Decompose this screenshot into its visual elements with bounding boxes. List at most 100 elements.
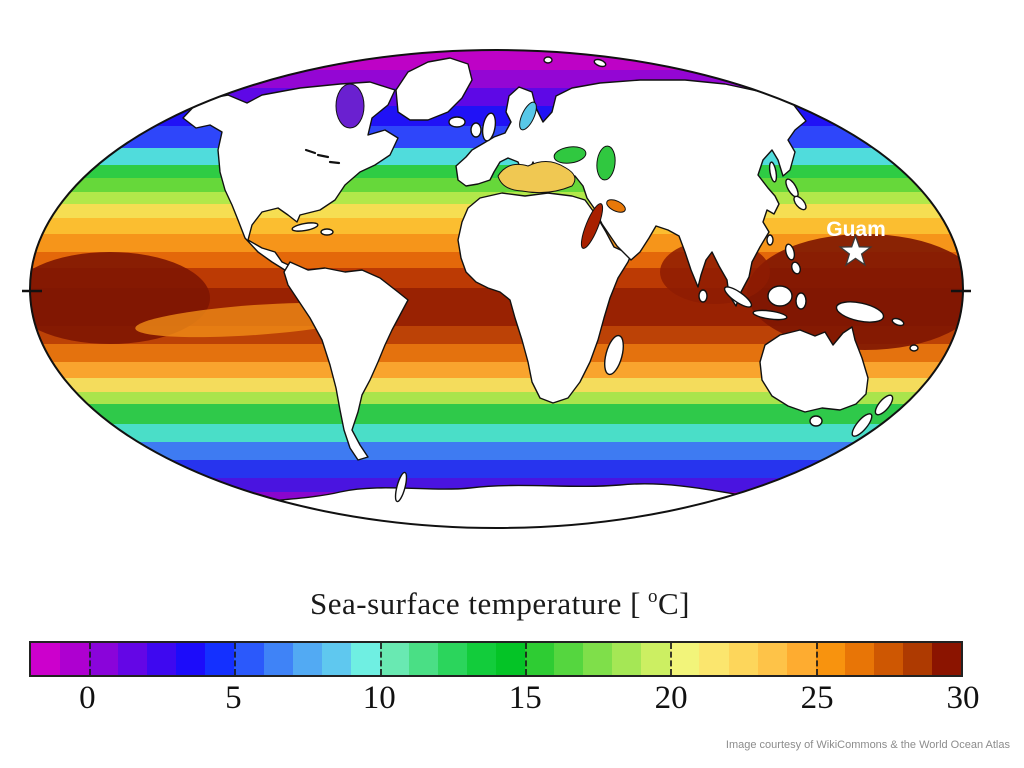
black-sea	[553, 146, 587, 164]
colorbar-segment	[60, 643, 90, 675]
colorbar-segment	[757, 643, 787, 675]
colorbar-segment	[408, 643, 438, 675]
colorbar-segment	[699, 643, 729, 675]
great-britain	[481, 112, 497, 142]
australia	[759, 326, 869, 413]
greenland	[395, 57, 473, 121]
colorbar-tick-label: 25	[800, 680, 834, 716]
colorbar-segment	[612, 643, 642, 675]
colorbar-segment	[118, 643, 148, 675]
caspian-sea	[596, 145, 616, 181]
colorbar-segment	[786, 643, 816, 675]
colorbar-segment	[525, 643, 555, 675]
colorbar-tick-line	[525, 643, 528, 675]
colorbar-tick-label: 15	[508, 680, 542, 716]
map-title: Sea-surface temperature [ oC]	[0, 586, 1000, 622]
tasmania	[809, 415, 823, 427]
globe-outline	[29, 49, 964, 529]
colorbar-segment	[641, 643, 671, 675]
colorbar-segment	[931, 643, 961, 675]
new-zealand-south	[851, 413, 873, 437]
colorbar-segment	[321, 643, 351, 675]
guam-star-icon	[838, 234, 873, 267]
antarctic-peninsula	[394, 471, 408, 503]
warm-pool-west-pacific	[747, 234, 963, 350]
red-sea	[580, 203, 604, 249]
cuba	[291, 222, 319, 232]
great-lakes	[304, 148, 341, 165]
fiji	[909, 344, 919, 352]
colorbar-segment	[554, 643, 584, 675]
colorbar-tick-label: 20	[654, 680, 688, 716]
south-america	[283, 261, 409, 461]
colorbar-tick-label: 10	[362, 680, 396, 716]
svalbard	[543, 56, 553, 64]
colorbar-segment	[205, 643, 235, 675]
colorbar-segment	[815, 643, 845, 675]
madagascar	[603, 334, 625, 376]
colorbar-segment	[496, 643, 526, 675]
colorbar-segment	[379, 643, 409, 675]
arctic-island	[593, 58, 607, 68]
colorbar-tick-label: 5	[225, 680, 242, 716]
colorbar-segment	[234, 643, 264, 675]
colorbar-segment	[670, 643, 700, 675]
sakhalin	[768, 161, 778, 183]
new-zealand-north	[874, 394, 894, 416]
inland-seas	[335, 83, 626, 249]
sumatra	[723, 286, 753, 308]
colorbar-segment	[31, 643, 61, 675]
baltic-sea	[519, 101, 537, 131]
colorbar-segment	[263, 643, 293, 675]
colorbar-tick-line	[670, 643, 673, 675]
philippines-north	[784, 243, 796, 261]
guam-label: Guam	[826, 218, 886, 241]
borneo	[767, 285, 793, 307]
credit-text: Image courtesy of WikiCommons & the Worl…	[725, 739, 1010, 751]
sulawesi	[795, 292, 807, 310]
colorbar-segment	[844, 643, 874, 675]
ireland	[470, 122, 482, 138]
antarctica	[149, 483, 861, 528]
java	[752, 309, 788, 321]
colorbar-segment	[176, 643, 206, 675]
colorbar-tick-labels: 0 5 10 15 20 25 30	[29, 680, 979, 720]
mediterranean-sea	[497, 161, 576, 194]
sst-world-map: Guam	[22, 49, 971, 529]
degree-symbol: o	[647, 586, 658, 607]
colorbar-segment	[466, 643, 496, 675]
sri-lanka	[698, 289, 708, 303]
continents	[149, 56, 919, 528]
philippines-south	[791, 261, 801, 275]
north-america	[182, 81, 399, 279]
colorbar-tick-line	[234, 643, 237, 675]
colorbar-segment	[873, 643, 903, 675]
hispaniola	[320, 228, 334, 236]
africa	[457, 192, 635, 404]
colorbar-tick-line	[815, 643, 818, 675]
persian-gulf	[606, 199, 626, 213]
colorbar-segment	[147, 643, 177, 675]
new-guinea	[835, 301, 885, 323]
solomon-islands	[891, 317, 905, 327]
iceland	[448, 116, 466, 128]
colorbar-segment	[583, 643, 613, 675]
colorbar-tick-line	[89, 643, 92, 675]
colorbar	[29, 641, 963, 677]
title-unit: C]	[657, 586, 690, 621]
colorbar-segment	[728, 643, 758, 675]
colorbar-tick-label: 0	[79, 680, 96, 716]
colorbar-segment	[89, 643, 119, 675]
hudson-bay	[335, 83, 365, 129]
colorbar-segment	[292, 643, 322, 675]
japan-south	[793, 195, 807, 211]
colorbar-segments	[31, 643, 961, 675]
colorbar-tick-line	[379, 643, 382, 675]
colorbar-segment	[437, 643, 467, 675]
title-text: Sea-surface temperature [	[310, 586, 641, 621]
colorbar-segment	[902, 643, 932, 675]
taiwan	[766, 234, 774, 246]
colorbar-tick-label: 30	[946, 680, 980, 716]
colorbar-segment	[350, 643, 380, 675]
